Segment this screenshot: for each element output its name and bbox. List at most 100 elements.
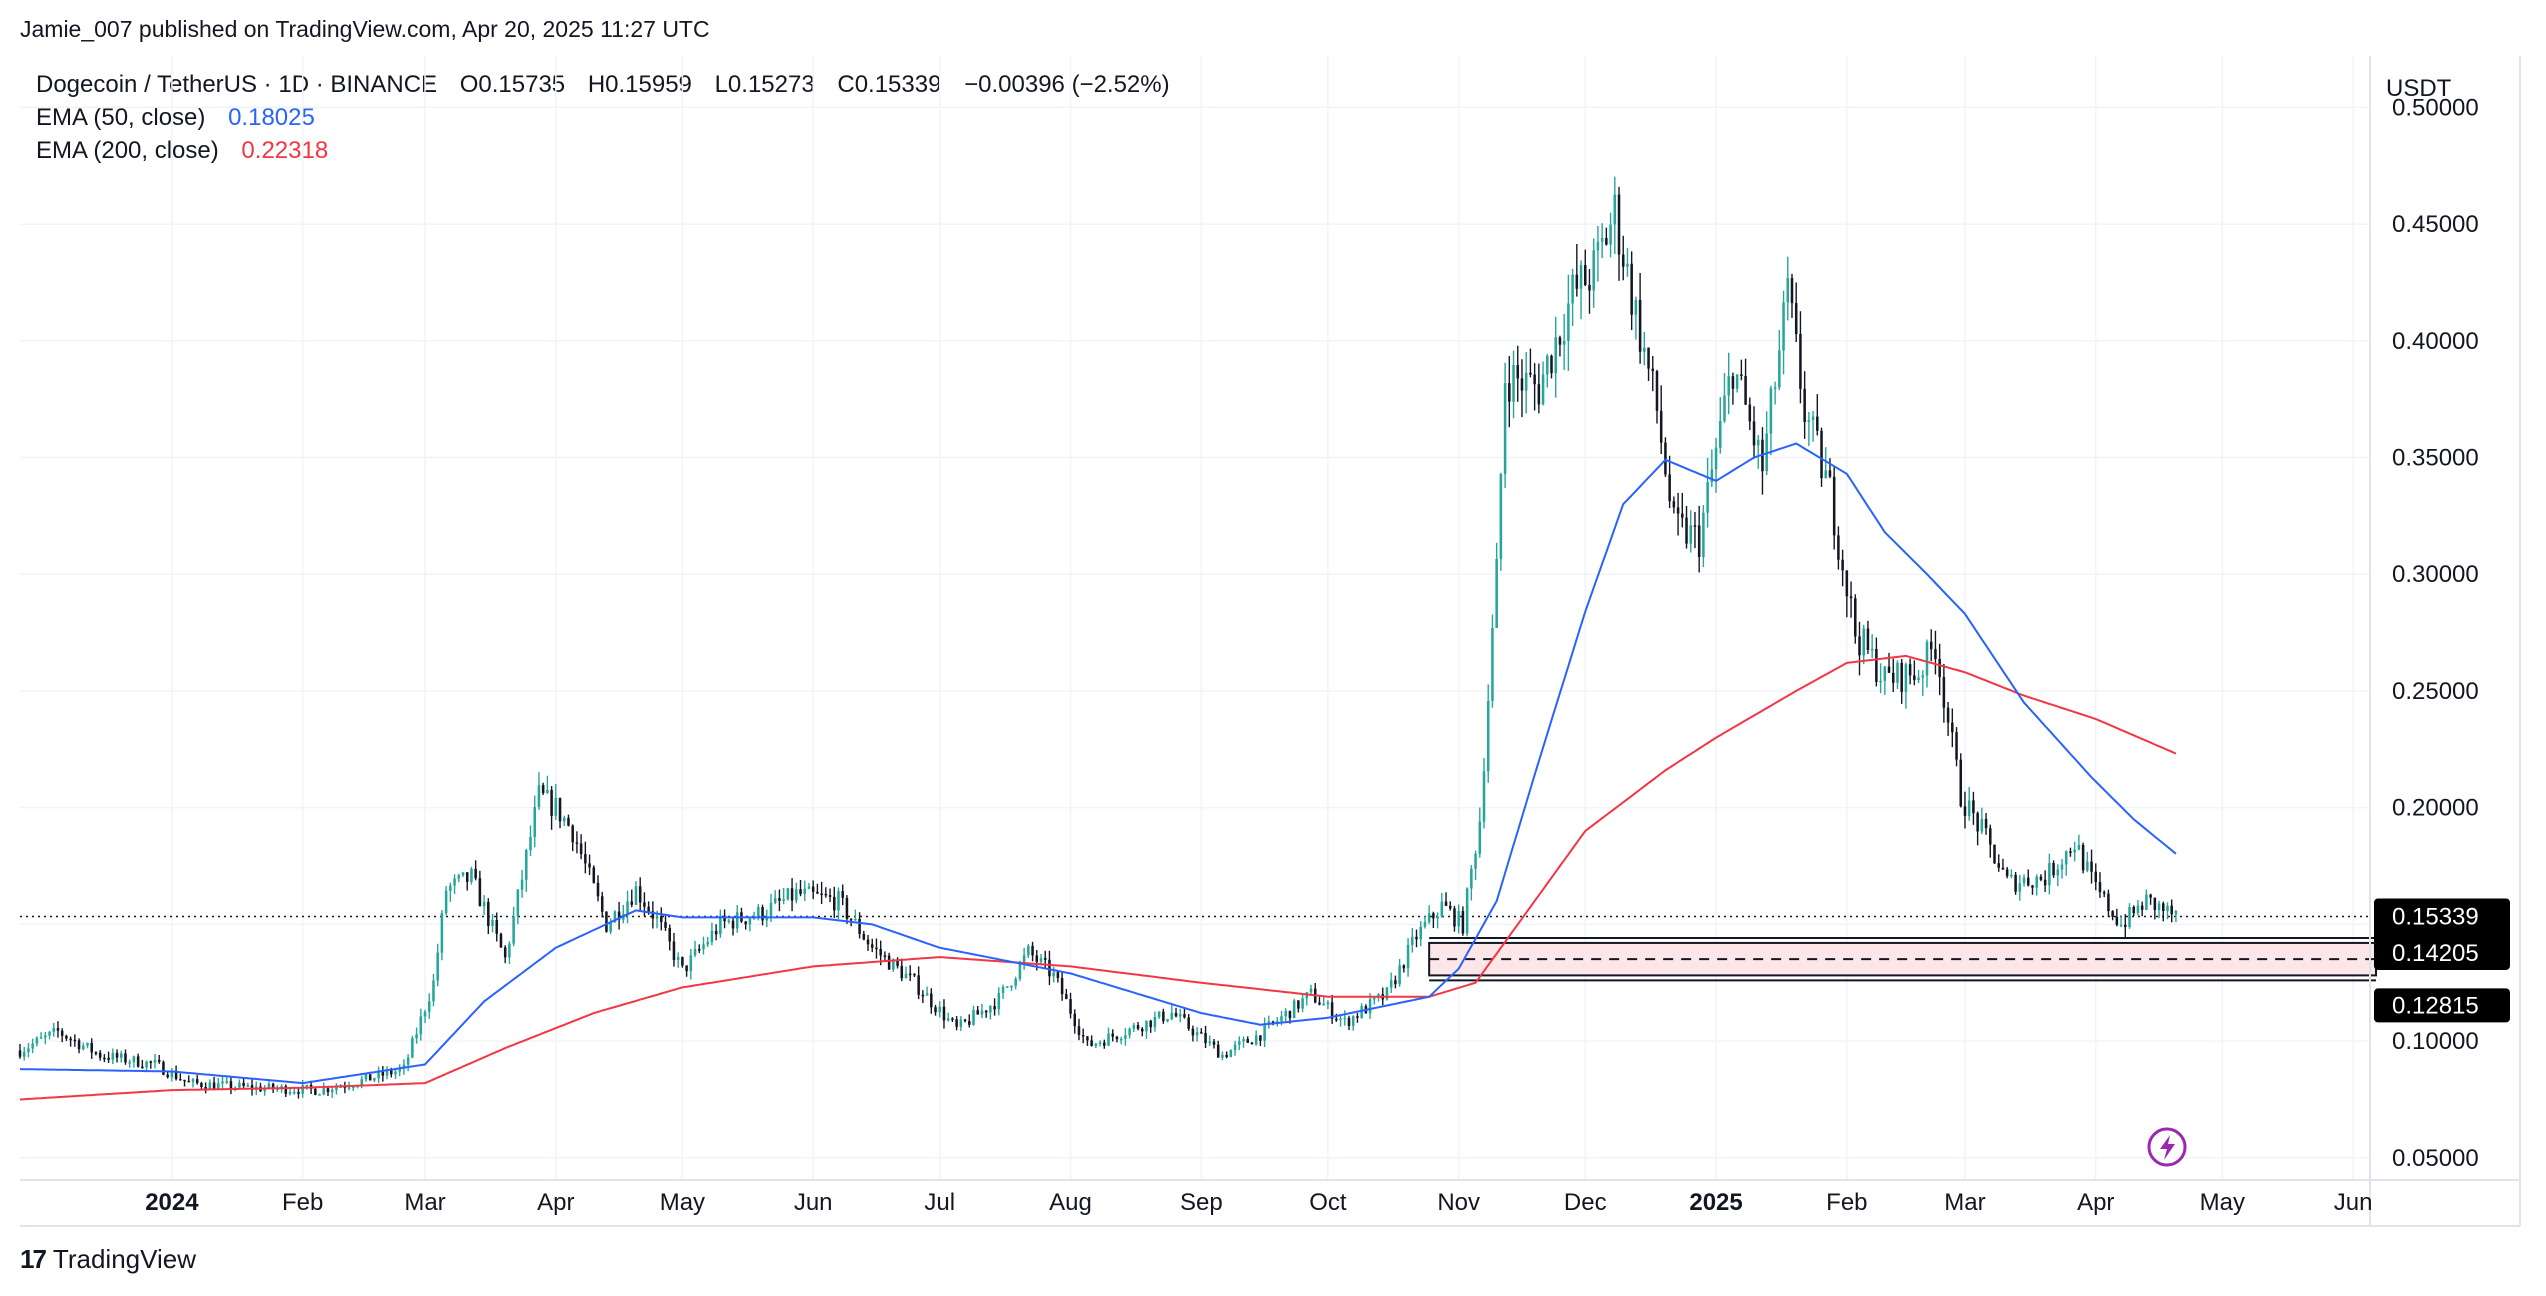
candle-body (786, 888, 790, 900)
candle-body (27, 1048, 30, 1053)
candle-body (474, 868, 477, 879)
candle-body (1385, 987, 1389, 1000)
candle-body (1934, 649, 1937, 660)
candle-body (373, 1078, 376, 1081)
candle-body (1837, 535, 1840, 560)
candle-body (875, 947, 878, 950)
candle-body (1225, 1054, 1228, 1058)
candle-body (1508, 383, 1511, 402)
candle-body (1132, 1025, 1136, 1029)
candle-body (554, 798, 558, 816)
candle-body (1474, 853, 1477, 869)
candle-body (550, 789, 553, 816)
candle-body (1828, 470, 1832, 477)
candle-body (546, 789, 549, 794)
candle-body (35, 1038, 39, 1044)
ohlc-close: C0.15339 (837, 71, 942, 98)
candle-body (1178, 1014, 1182, 1017)
candle-body (1723, 395, 1726, 421)
candle-body (398, 1068, 401, 1072)
candle-body (1592, 250, 1595, 291)
candle-body (411, 1038, 414, 1058)
candle-body (1073, 1013, 1077, 1027)
candle-body (200, 1083, 203, 1088)
symbol-row[interactable]: Dogecoin / TetherUS · 1D · BINANCE O0.15… (36, 68, 1170, 101)
y-tick-label: 0.50000 (2392, 94, 2479, 121)
candle-body (1031, 945, 1034, 956)
candle-body (761, 907, 764, 921)
candle-body (512, 915, 515, 944)
candle-body (1094, 1043, 1098, 1046)
candle-body (989, 1006, 992, 1013)
candle-body (1588, 284, 1591, 291)
candle-body (516, 889, 520, 916)
candle-body (2005, 869, 2009, 877)
candle-body (406, 1057, 410, 1065)
candle-body (638, 886, 642, 903)
candle-body (849, 918, 853, 921)
price-axis[interactable]: 0.50000 0.45000 0.40000 0.35000 0.30000 0.250… (2392, 94, 2479, 1171)
candle-body (65, 1035, 68, 1039)
candle-body (128, 1062, 131, 1064)
bolt-icon[interactable] (2147, 1127, 2187, 1167)
candle-body (976, 1010, 979, 1015)
candle-body (1740, 374, 1743, 376)
candle-body (1343, 1017, 1347, 1020)
indicator-ema200[interactable]: EMA (200, close) 0.22318 (36, 134, 1170, 167)
candle-body (1929, 641, 1933, 650)
candle-body (381, 1071, 385, 1076)
candle-body (1921, 675, 1925, 678)
candle-body (1347, 1017, 1351, 1027)
indicator-ema50-value: 0.18025 (228, 104, 315, 131)
candle-body (470, 868, 473, 882)
candle-body (1537, 384, 1541, 405)
candle-body (921, 994, 925, 997)
candle-body (609, 922, 612, 932)
candle-body (596, 882, 600, 897)
candle-body (2052, 863, 2055, 876)
footer-brand[interactable]: 17 TradingView (20, 1244, 196, 1275)
candle-body (111, 1052, 115, 1060)
candle-body (908, 973, 912, 976)
candle-body (1710, 469, 1714, 483)
x-tick-label: Jun (2334, 1189, 2373, 1216)
candle-body (183, 1079, 186, 1082)
symbol-name[interactable]: Dogecoin / TetherUS · 1D · BINANCE (36, 71, 438, 98)
candle-body (1187, 1017, 1190, 1029)
candle-body (390, 1070, 393, 1075)
legend: Dogecoin / TetherUS · 1D · BINANCE O0.15… (36, 68, 1170, 167)
candle-body (1799, 334, 1802, 389)
candle-body (634, 886, 638, 905)
indicator-ema50[interactable]: EMA (50, close) 0.18025 (36, 101, 1170, 134)
candle-body (1022, 955, 1026, 964)
candle-body (2014, 874, 2017, 892)
candle-body (938, 1006, 942, 1013)
candle-body (419, 1016, 423, 1035)
indicator-ema200-label[interactable]: EMA (200, close) (36, 137, 219, 164)
candle-body (1280, 1016, 1283, 1022)
candle-body (2111, 911, 2114, 917)
currency-label[interactable]: USDT (2386, 75, 2452, 102)
candle-body (1238, 1041, 1241, 1045)
x-tick-label: 2024 (145, 1189, 199, 1216)
candle-body (951, 1018, 954, 1020)
candle-body (854, 918, 857, 921)
candle-body (1786, 278, 1790, 303)
candle-body (1284, 1010, 1287, 1017)
candle-body (693, 948, 697, 956)
candle-body (335, 1087, 338, 1091)
candle-body (1204, 1032, 1207, 1044)
candle-body (1617, 194, 1621, 255)
candle-body (1575, 274, 1579, 289)
time-axis[interactable]: 2024 Feb Mar Apr May Jun Jul Aug Sep Oct Nov Dec 202… (145, 1189, 2372, 1216)
candle-body (1318, 1002, 1321, 1005)
candle-body (942, 1006, 946, 1021)
candle-body (2128, 906, 2131, 928)
candle-body (651, 911, 655, 919)
candle-body (103, 1057, 106, 1060)
candle-body (1820, 430, 1823, 479)
indicator-ema50-label[interactable]: EMA (50, close) (36, 104, 206, 131)
candle-body (1411, 936, 1414, 945)
candle-body (503, 947, 507, 958)
